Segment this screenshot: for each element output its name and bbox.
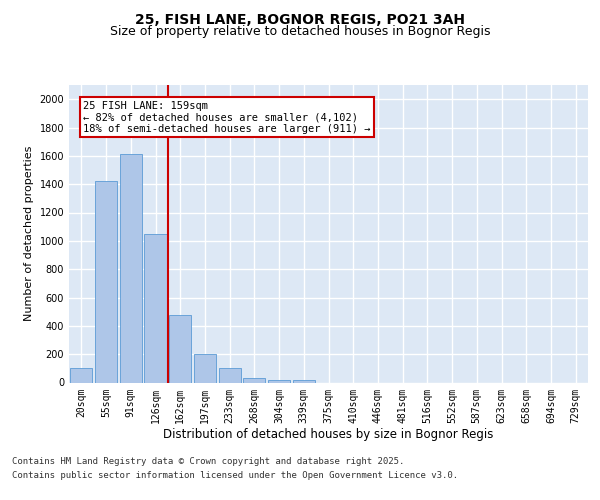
Bar: [194, 354, 216, 382]
Bar: [218, 368, 241, 382]
Bar: [95, 182, 117, 382]
Y-axis label: Number of detached properties: Number of detached properties: [24, 146, 34, 322]
Bar: [243, 378, 265, 382]
Bar: [293, 380, 315, 382]
Text: 25 FISH LANE: 159sqm
← 82% of detached houses are smaller (4,102)
18% of semi-de: 25 FISH LANE: 159sqm ← 82% of detached h…: [83, 100, 371, 134]
Text: 25, FISH LANE, BOGNOR REGIS, PO21 3AH: 25, FISH LANE, BOGNOR REGIS, PO21 3AH: [135, 12, 465, 26]
Text: Contains public sector information licensed under the Open Government Licence v3: Contains public sector information licen…: [12, 471, 458, 480]
Bar: [70, 368, 92, 382]
X-axis label: Distribution of detached houses by size in Bognor Regis: Distribution of detached houses by size …: [163, 428, 494, 441]
Bar: [119, 154, 142, 382]
Bar: [268, 380, 290, 382]
Text: Contains HM Land Registry data © Crown copyright and database right 2025.: Contains HM Land Registry data © Crown c…: [12, 457, 404, 466]
Bar: [169, 314, 191, 382]
Text: Size of property relative to detached houses in Bognor Regis: Size of property relative to detached ho…: [110, 25, 490, 38]
Bar: [145, 234, 167, 382]
